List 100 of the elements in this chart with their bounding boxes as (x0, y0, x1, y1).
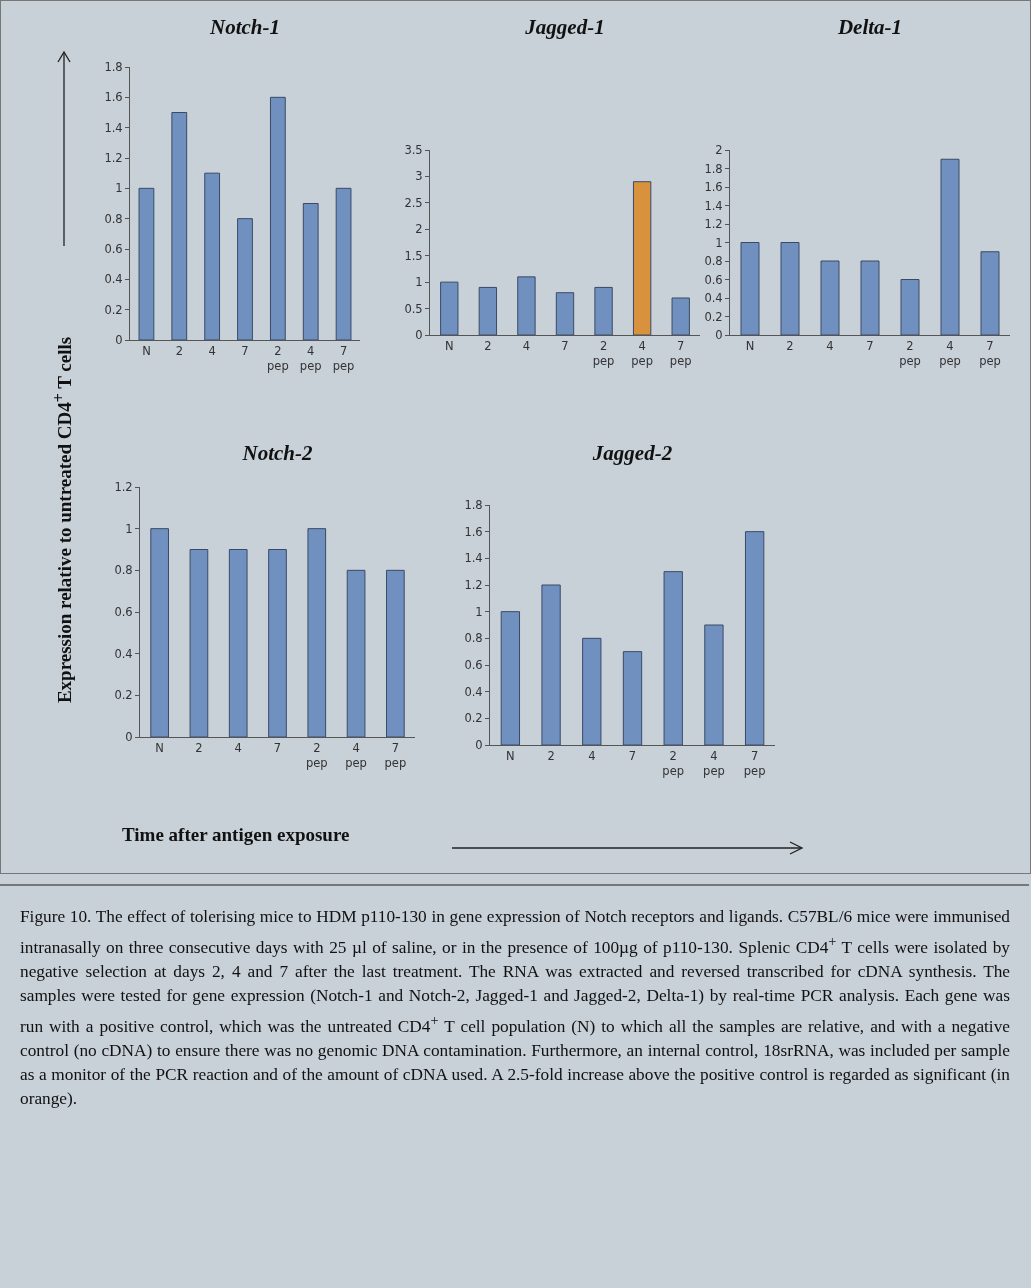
text: Figure 10. The effect of tolerising mice to HDM p110-130 in gene expression of Notch receptors and ligands. C57BL/6 mice were immunised intranasally on three consecutive days with 25 µl of saline, or in the presence of 100µg of p110-130. Splenic CD4$^{+}$ T cells were isolated by negative selection at days 2, 4 and 7 after the last treatment. The RNA was extracted and reversed transcribed for cDNA synthesis. The samples were tested for gene expression (Notch-1 and Notch-2, Jagged-1 and Jagged-2, Delta-1) by real-time PCR analysis. Each gene was run with a positive control, which was the untreated CD4$^{+}$ T cell population (N) to which all the samples are relative, and with a negative control (no cDNA) to ensure there was no genomic DNA contamination. Furthermore, an internal control, 18srRNA, was included per sample as a monitor of the PCR reaction and of the amount of cDNA used. A 2.5-fold increase above the positive control is regarded as significant (in orange). (20, 907, 1010, 1108)
bar (189, 549, 209, 737)
x-axis-title: Time after antigen exposure (122, 824, 350, 846)
x-tick-label: 2 pep (267, 343, 289, 373)
chart-title: Notch-1 (209, 15, 280, 40)
bar (517, 276, 536, 335)
bar (820, 260, 840, 335)
bar (744, 531, 765, 745)
bar (671, 297, 690, 335)
bar (302, 203, 319, 340)
bar (594, 286, 613, 335)
bar (269, 96, 286, 340)
x-tick-label: 4 (588, 748, 596, 763)
y-tick-label: 0.8 (114, 563, 133, 578)
y-tick-label: 0.4 (114, 646, 133, 661)
y-tick-label: 1.2 (114, 480, 133, 495)
y-tick-label: 1.4 (464, 551, 483, 566)
x-tick-label: 7 (628, 748, 637, 763)
x-tick-label: 4 pep (939, 338, 961, 368)
bar (386, 569, 405, 737)
bar (860, 260, 880, 335)
x-tick-label: 2 pep (305, 740, 328, 770)
x-tick-label: 7 (561, 338, 569, 353)
y-tick-label: 1 (115, 181, 123, 196)
bar (582, 637, 602, 745)
x-tick-label: N (142, 343, 151, 358)
x-tick-label: 4 (208, 343, 216, 358)
x-tick-label: N (155, 740, 164, 755)
x-tick-label: 2 (175, 343, 183, 358)
x-tick-label: 4 (826, 338, 834, 353)
y-tick-label: 1.5 (404, 248, 423, 263)
y-tick-label: 1.6 (704, 180, 723, 195)
y-tick-label: 0.2 (704, 309, 723, 324)
y-tick-label: 1.6 (464, 524, 483, 539)
y-tick-label: 0 (115, 333, 123, 348)
bar (980, 251, 1000, 335)
y-tick-label: 1.8 (464, 498, 483, 513)
y-tick-label: 0.6 (464, 658, 483, 673)
bar (900, 279, 920, 335)
chart-title: Jagged-2 (591, 441, 673, 466)
x-tick-label: N (745, 338, 755, 353)
x-tick-label: 2 pep (899, 338, 921, 368)
y-tick-label: 0.2 (114, 688, 133, 703)
x-tick-label: 7 pep (669, 338, 692, 368)
x-tick-label: N (444, 338, 454, 353)
bar (663, 571, 683, 745)
y-tick-label: 0.4 (464, 684, 483, 699)
bar (204, 172, 221, 340)
y-tick-label: 1 (415, 275, 423, 290)
x-tick-label: 7 (866, 338, 874, 353)
bar (307, 528, 327, 737)
y-tick-label: 0 (125, 730, 133, 745)
bar (555, 292, 575, 335)
y-tick-label: 0.2 (464, 711, 483, 726)
bar (740, 242, 760, 335)
y-tick-label: 1 (125, 521, 133, 536)
x-tick-label: 2 pep (592, 338, 615, 368)
bar (138, 187, 155, 340)
x-tick-label: 4 pep (299, 343, 322, 373)
x-tick-label: 4 pep (345, 740, 367, 770)
y-tick-label: 0.8 (464, 631, 483, 646)
y-tick-label: 0.4 (704, 291, 723, 306)
bar (622, 651, 643, 745)
y-tick-label: 0.8 (104, 211, 123, 226)
x-tick-label: 7 pep (384, 740, 407, 770)
y-tick-label: 0.6 (704, 272, 723, 287)
bar (541, 584, 561, 745)
bar (150, 528, 169, 737)
y-tick-label: 0 (415, 328, 423, 343)
y-tick-label: 0 (715, 328, 723, 343)
x-tick-label: 4 pep (631, 338, 653, 368)
y-tick-label: 0.5 (404, 301, 423, 316)
y-tick-label: 1.4 (704, 198, 723, 213)
chart-title: Delta-1 (836, 15, 903, 40)
bar (940, 158, 960, 335)
x-tick-label: 2 (786, 338, 794, 353)
y-tick-label: 1.8 (704, 161, 723, 176)
y-tick-label: 1 (715, 235, 723, 250)
x-tick-label: 7 pep (743, 748, 766, 778)
y-tick-label: 1.2 (464, 578, 483, 593)
bar (632, 181, 652, 335)
y-tick-label: 0.8 (704, 254, 723, 269)
bar (440, 281, 459, 335)
bar (335, 187, 352, 340)
y-tick-label: 0.6 (114, 605, 133, 620)
bar (268, 549, 287, 737)
y-tick-label: 2 (715, 143, 723, 158)
chart-title: Jagged-1 (524, 15, 605, 40)
x-tick-label: 7 pep (332, 343, 355, 373)
y-tick-label: 1.6 (104, 90, 123, 105)
y-tick-label: 1.2 (704, 217, 723, 232)
x-tick-label: 2 pep (662, 748, 685, 778)
y-tick-label: 1 (475, 604, 483, 619)
y-tick-label: 2 (415, 222, 423, 237)
x-tick-label: 4 (522, 338, 531, 353)
x-tick-label: 7 (273, 740, 282, 755)
y-tick-label: 0.2 (104, 302, 123, 317)
chart-title: Notch-2 (241, 441, 313, 466)
x-tick-label: 2 (547, 748, 555, 763)
y-tick-label: 1.4 (104, 120, 123, 135)
